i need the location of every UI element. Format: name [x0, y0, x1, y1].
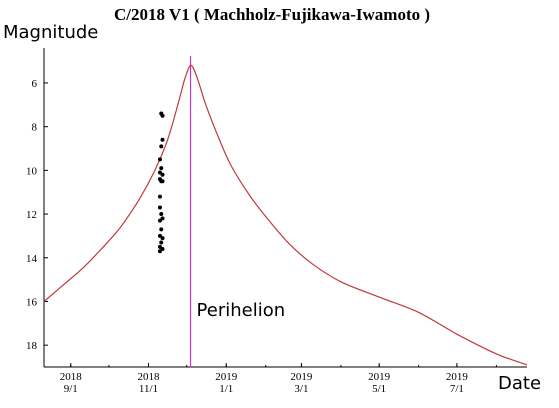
x-tick-year: 2019	[290, 371, 313, 383]
y-ticks: 6 8 10 12 14 16 18	[26, 78, 48, 352]
x-tick-year: 2018	[60, 371, 83, 383]
observation-point	[159, 166, 164, 171]
observation-point	[160, 137, 165, 142]
x-tick-year: 2019	[368, 371, 391, 383]
observation-point	[157, 157, 162, 162]
x-tick-date: 9/1	[64, 383, 78, 395]
observation-point	[160, 236, 165, 241]
predicted-magnitude-curve	[43, 64, 528, 366]
series-lines	[43, 64, 528, 366]
x-ticks: 20189/1201811/120191/120193/120195/12019…	[60, 363, 497, 395]
x-tick-date: 11/1	[139, 383, 158, 395]
y-tick-label: 10	[26, 165, 38, 177]
chart-title: C/2018 V1 ( Machholz-Fujikawa-Iwamoto )	[114, 5, 430, 24]
y-tick-label: 14	[26, 253, 38, 265]
x-tick-year: 2019	[446, 371, 469, 383]
axes	[43, 48, 527, 368]
y-axis-label: Magnitude	[3, 22, 98, 43]
x-tick-date: 7/1	[450, 383, 464, 395]
observation-point	[159, 212, 164, 217]
x-tick-date: 3/1	[294, 383, 308, 395]
series-points	[157, 111, 165, 254]
observation-point	[159, 240, 164, 245]
y-tick-label: 12	[26, 209, 37, 221]
x-tick-date: 5/1	[372, 383, 386, 395]
y-tick-label: 6	[32, 78, 38, 90]
y-tick-label: 18	[26, 340, 38, 352]
x-tick-date: 1/1	[219, 383, 233, 395]
observation-point	[157, 249, 162, 254]
y-tick-label: 8	[32, 122, 38, 134]
observation-point	[157, 218, 162, 223]
observation-point	[160, 172, 165, 177]
observation-point	[157, 205, 162, 210]
perihelion-label: Perihelion	[197, 300, 286, 321]
x-tick-year: 2019	[215, 371, 238, 383]
observation-point	[160, 113, 165, 118]
annotations: Perihelion	[189, 56, 286, 367]
x-tick-year: 2018	[138, 371, 161, 383]
observation-point	[159, 227, 164, 232]
observation-point	[159, 144, 164, 149]
x-axis-label: Date	[498, 373, 541, 394]
y-tick-label: 16	[26, 296, 38, 308]
observation-point	[157, 194, 162, 199]
observation-point	[160, 179, 165, 184]
